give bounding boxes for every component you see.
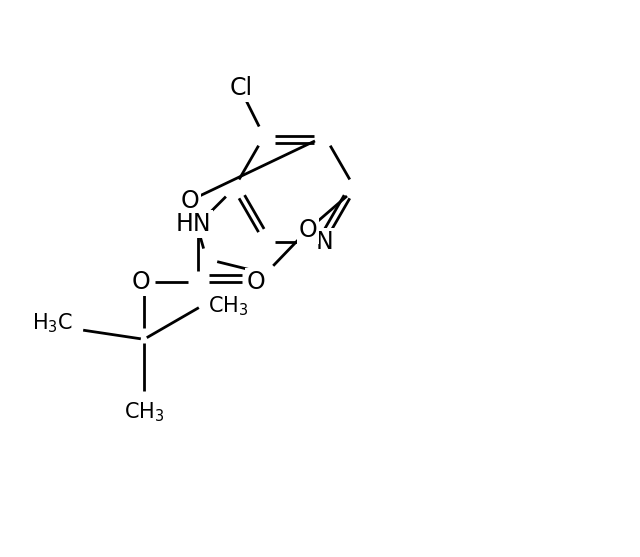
Text: CH$_3$: CH$_3$ (208, 294, 248, 318)
Text: Cl: Cl (230, 76, 253, 100)
Text: N: N (316, 229, 333, 253)
Text: O: O (246, 270, 266, 294)
Text: O: O (180, 189, 199, 213)
Text: O: O (298, 218, 317, 242)
Text: H$_3$C: H$_3$C (33, 311, 74, 335)
Text: HN: HN (175, 212, 211, 236)
Text: O: O (131, 270, 150, 294)
Text: CH$_3$: CH$_3$ (124, 400, 164, 424)
